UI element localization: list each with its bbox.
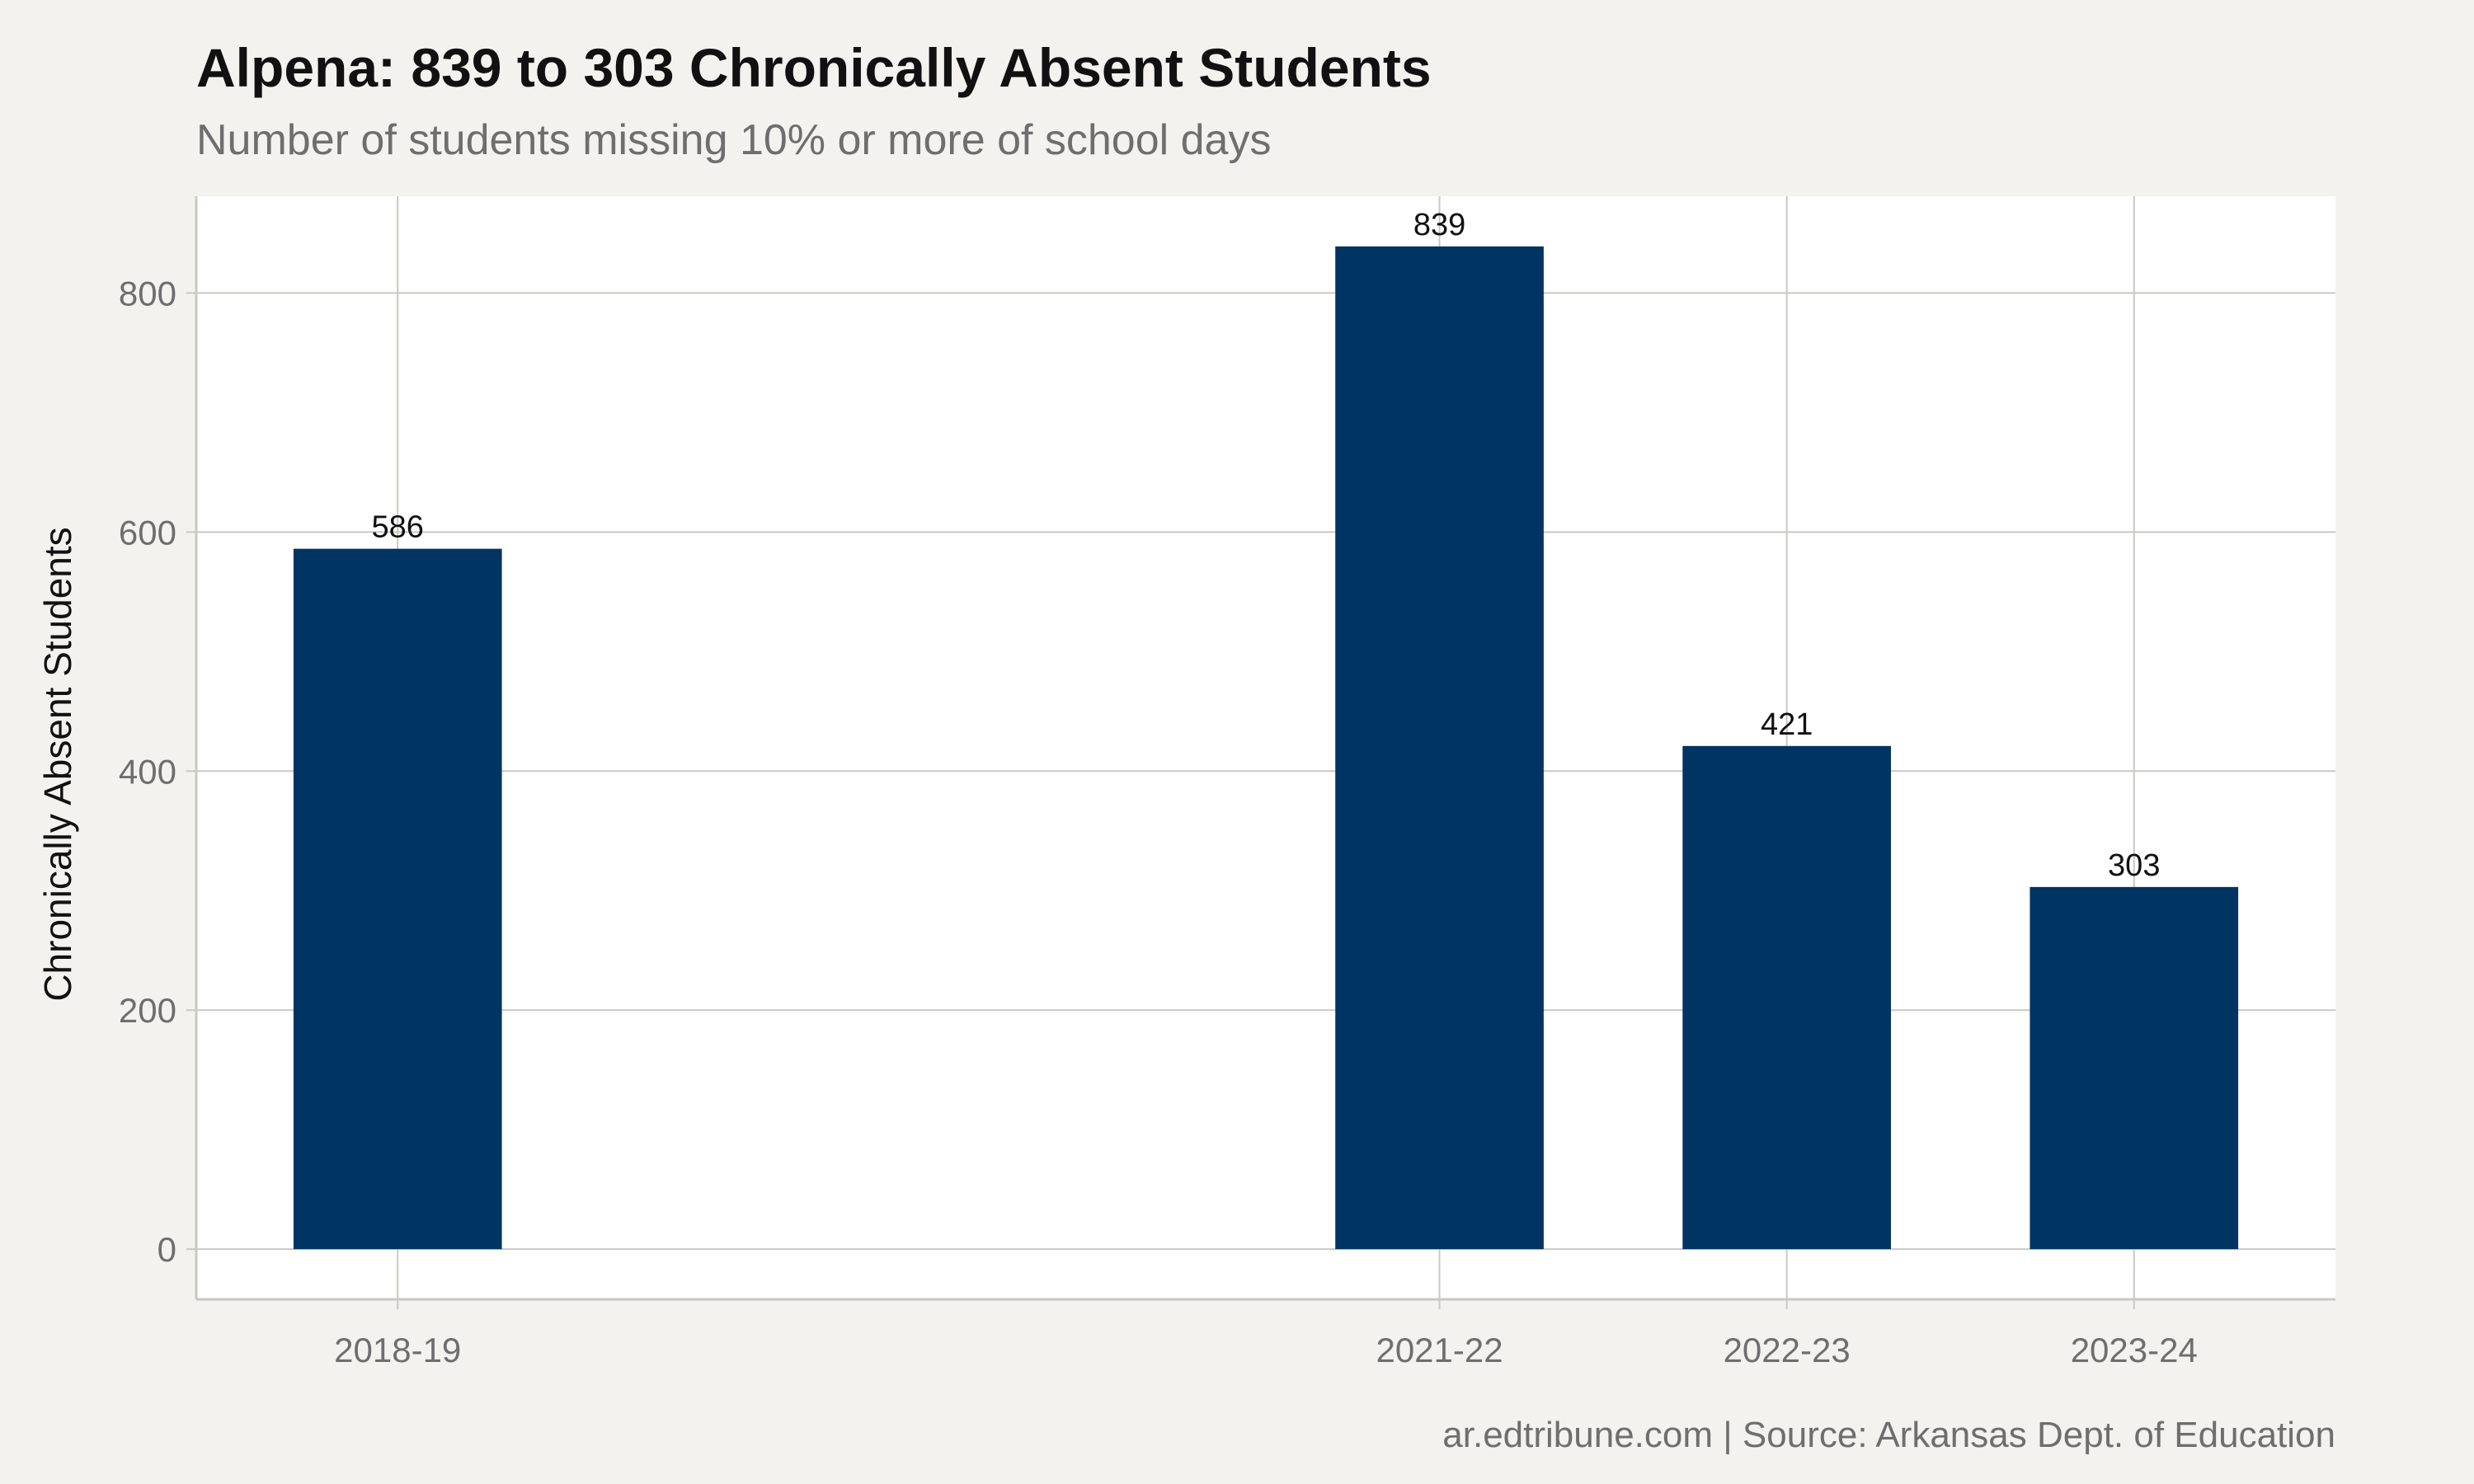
y-axis-title: Chronically Absent Students <box>36 527 79 1001</box>
x-tick-label: 2018-19 <box>334 1331 461 1369</box>
x-tick-label: 2021-22 <box>1376 1331 1503 1369</box>
x-tick-label: 2023-24 <box>2071 1331 2198 1369</box>
bar-2021-22 <box>1335 246 1544 1250</box>
data-label-2022-23: 421 <box>1761 707 1813 742</box>
y-tick-label: 200 <box>119 991 176 1030</box>
bars <box>293 246 2239 1250</box>
axes: 0 200 400 600 800 2018-19 2021-22 2022-23 2023-2… <box>119 196 2335 1369</box>
data-label-2021-22: 839 <box>1413 208 1465 242</box>
x-tick-label: 2022-23 <box>1724 1331 1851 1369</box>
y-tick-label: 400 <box>119 752 176 791</box>
chart-title: Alpena: 839 to 303 Chronically Absent St… <box>196 37 1432 98</box>
bar-2018-19 <box>293 548 502 1250</box>
chart-caption: ar.edtribune.com | Source: Arkansas Dept… <box>1442 1415 2335 1455</box>
y-tick-label: 800 <box>119 274 176 312</box>
data-labels: 586 839 421 303 <box>372 208 2161 883</box>
y-tick-label: 600 <box>119 513 176 552</box>
chart-subtitle: Number of students missing 10% or more o… <box>196 116 1272 164</box>
data-label-2018-19: 586 <box>372 510 424 545</box>
y-tick-label: 0 <box>158 1230 176 1269</box>
plot-panel <box>196 196 2335 1299</box>
data-label-2023-24: 303 <box>2108 848 2160 883</box>
bar-2023-24 <box>2030 886 2239 1250</box>
bar-2022-23 <box>1682 745 1891 1250</box>
